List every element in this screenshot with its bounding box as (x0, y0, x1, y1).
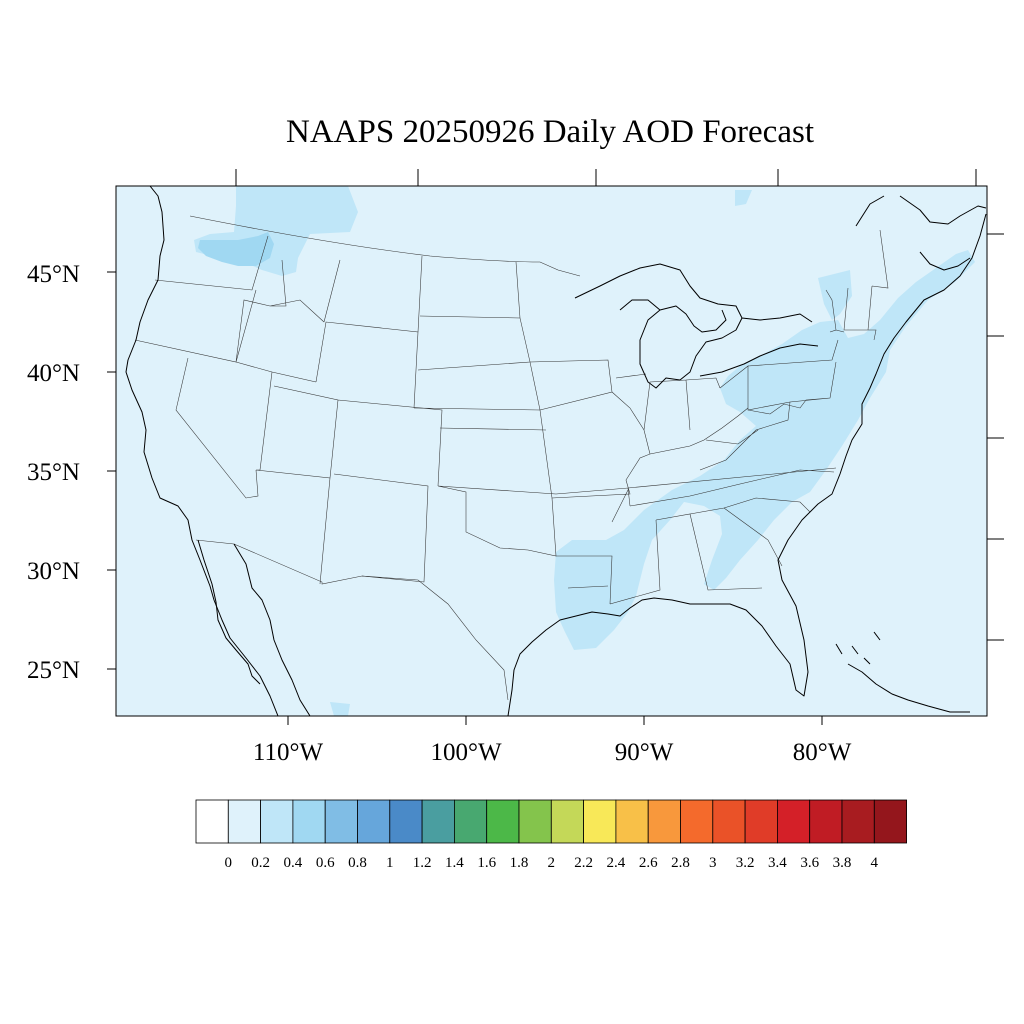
plume-northeast (818, 270, 852, 320)
latitude-labels: 25°N 30°N 35°N 40°N 45°N (27, 261, 80, 684)
colorbar-swatch (647, 799, 681, 844)
colorbar-swatch (680, 799, 714, 844)
longitude-labels: 110°W 100°W 90°W 80°W (253, 739, 852, 766)
us-mexico-border (195, 539, 509, 701)
colorbar-tick-label: 3.2 (736, 855, 755, 871)
colorbar-tick-label: 0 (225, 855, 233, 871)
aod-plumes (194, 186, 975, 716)
lon-label: 80°W (793, 739, 852, 766)
colorbar-tick-label: 1.4 (445, 855, 464, 871)
colorbar-swatch (777, 799, 811, 844)
map-panel: 25°N 30°N 35°N 40°N 45°N 110°W 100°W 90°… (27, 169, 1004, 766)
colorbar-tick-label: 1.6 (477, 855, 496, 871)
colorbar-tick-label: 4 (871, 855, 879, 871)
colorbar-tick-label: 1.2 (413, 855, 432, 871)
colorbar-swatch (744, 799, 778, 844)
lat-label: 35°N (27, 459, 80, 486)
lat-label: 25°N (27, 657, 80, 684)
colorbar-swatch (486, 799, 520, 844)
coastline-pacific (125, 186, 279, 716)
lat-label: 30°N (27, 558, 80, 585)
colorbar-swatch (583, 799, 617, 844)
state-boundaries (134, 215, 889, 701)
coastline-gulf-mexico (507, 213, 987, 716)
colorbar-tick-label: 3.6 (800, 855, 819, 871)
colorbar-swatch (518, 799, 552, 844)
colorbar-tick-label: 2.4 (607, 855, 626, 871)
colorbar-tick-label: 1 (386, 855, 394, 871)
colorbar-swatch (324, 799, 358, 844)
us-canada-border (189, 215, 581, 277)
colorbar-swatch (389, 799, 423, 844)
colorbar-swatch (227, 799, 262, 844)
colorbar-swatch (357, 799, 391, 844)
colorbar-tick-label: 2.8 (671, 855, 690, 871)
colorbar-swatch (260, 799, 294, 844)
aod-colorbar-labels: 0 0.2 0.4 0.6 0.8 1 1.2 1.4 1.6 1.8 2 2.2 2.4 2.6 2.8 3… (225, 855, 879, 871)
lon-label: 110°W (253, 739, 324, 766)
coastline-baja (197, 539, 261, 685)
map-title: NAAPS 20250926 Daily AOD Forecast (286, 114, 814, 150)
colorbar-swatch (453, 799, 488, 844)
lon-label: 100°W (430, 739, 501, 766)
colorbar-tick-label: 2.2 (574, 855, 593, 871)
colorbar-swatch (421, 799, 455, 844)
colorbar-tick-label: 2 (548, 855, 556, 871)
colorbar-swatch (615, 799, 649, 844)
plume-small-south-baja (330, 702, 350, 716)
state-lines-central (529, 359, 837, 605)
colorbar-swatch (841, 799, 875, 844)
colorbar-tick-label: 3.4 (768, 855, 787, 871)
coastline-caribbean (835, 631, 970, 713)
plume-northwest-core (198, 232, 274, 266)
coastlines (125, 186, 987, 716)
colorbar-swatch (712, 799, 746, 844)
colorbar-tick-label: 3.8 (833, 855, 852, 871)
lat-label: 40°N (27, 360, 80, 387)
colorbar-swatch (550, 799, 584, 844)
plume-small-northern-tip (735, 190, 752, 206)
colorbar-tick-label: 0.6 (316, 855, 335, 871)
great-lakes (574, 263, 819, 389)
lat-label: 45°N (27, 261, 80, 288)
axis-ticks (107, 169, 1004, 725)
colorbar-tick-label: 0.8 (348, 855, 367, 871)
colorbar-tick-label: 2.6 (639, 855, 658, 871)
colorbar-swatch (292, 799, 326, 844)
colorbar-swatch (195, 799, 229, 844)
colorbar-swatch (809, 799, 843, 844)
lon-label: 90°W (615, 739, 674, 766)
coastline-gulf-california (233, 543, 311, 716)
coastline-maritimes (855, 195, 987, 271)
map-frame (115, 185, 988, 717)
state-lines-northeast (699, 229, 889, 471)
colorbar-tick-label: 0.2 (251, 855, 270, 871)
colorbar-tick-label: 0.4 (284, 855, 303, 871)
colorbar-tick-label: 1.8 (510, 855, 529, 871)
aod-colorbar (195, 799, 907, 844)
colorbar-tick-label: 3 (709, 855, 717, 871)
colorbar-swatch (873, 799, 907, 844)
plume-eastern-seaboard (554, 250, 975, 650)
state-lines-west (134, 235, 443, 585)
